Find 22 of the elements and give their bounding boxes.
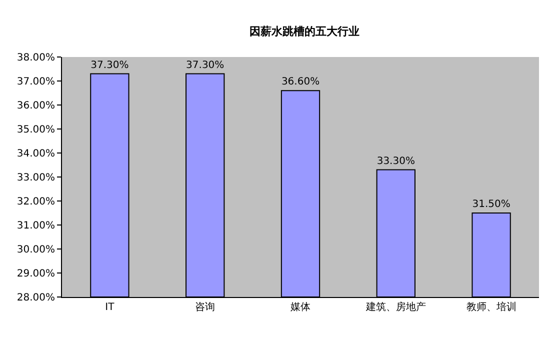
y-tick-label: 33.00%: [16, 172, 55, 184]
y-tick-label: 28.00%: [16, 292, 55, 304]
data-label: 33.30%: [376, 156, 415, 167]
y-tick-label: 38.00%: [16, 52, 55, 64]
x-tick-label: 教师、培训: [466, 301, 516, 313]
x-tick-label: 咨询: [195, 301, 216, 313]
x-tick-label: IT: [105, 302, 116, 313]
y-tick-label: 29.00%: [16, 268, 55, 280]
data-label: 37.30%: [186, 60, 224, 71]
x-tick-label: 媒体: [290, 301, 310, 313]
y-tick-label: 31.00%: [16, 220, 55, 232]
y-tick-label: 36.00%: [16, 100, 55, 112]
y-tick-label: 30.00%: [16, 244, 55, 256]
y-tick-label: 37.00%: [16, 76, 55, 88]
data-label: 36.60%: [281, 76, 320, 88]
y-tick-label: 34.00%: [16, 148, 55, 160]
y-tick-label: 35.00%: [16, 124, 55, 136]
chart-title: 因薪水跳槽的五大行业: [250, 24, 360, 38]
x-tick-label: 建筑、房地产: [364, 301, 426, 313]
y-tick-label: 32.00%: [16, 196, 55, 208]
data-label: 31.50%: [472, 199, 510, 210]
data-label: 37.30%: [90, 60, 129, 71]
